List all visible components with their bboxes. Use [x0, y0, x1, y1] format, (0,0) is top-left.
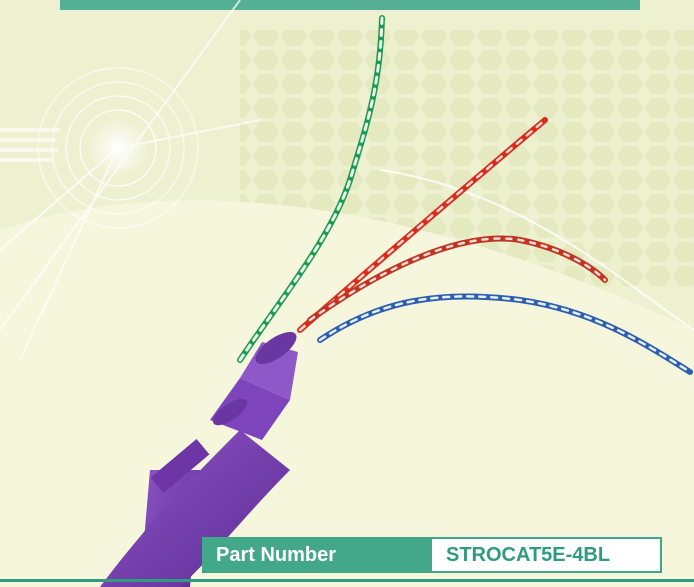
bottom-accent-line [0, 579, 694, 582]
part-number-bar: Part Number STROCAT5E-4BL [202, 537, 662, 573]
title-fragment [60, 0, 640, 10]
brown-pair [307, 235, 608, 323]
cable-jacket [100, 331, 298, 587]
part-number-value: STROCAT5E-4BL [432, 539, 660, 571]
light-swoosh-2 [379, 169, 694, 331]
blue-pair [317, 293, 693, 375]
part-number-label: Part Number [204, 539, 432, 571]
green-pair [237, 15, 385, 363]
light-streaks [0, 0, 261, 361]
binary-digits-decoration [0, 128, 60, 162]
